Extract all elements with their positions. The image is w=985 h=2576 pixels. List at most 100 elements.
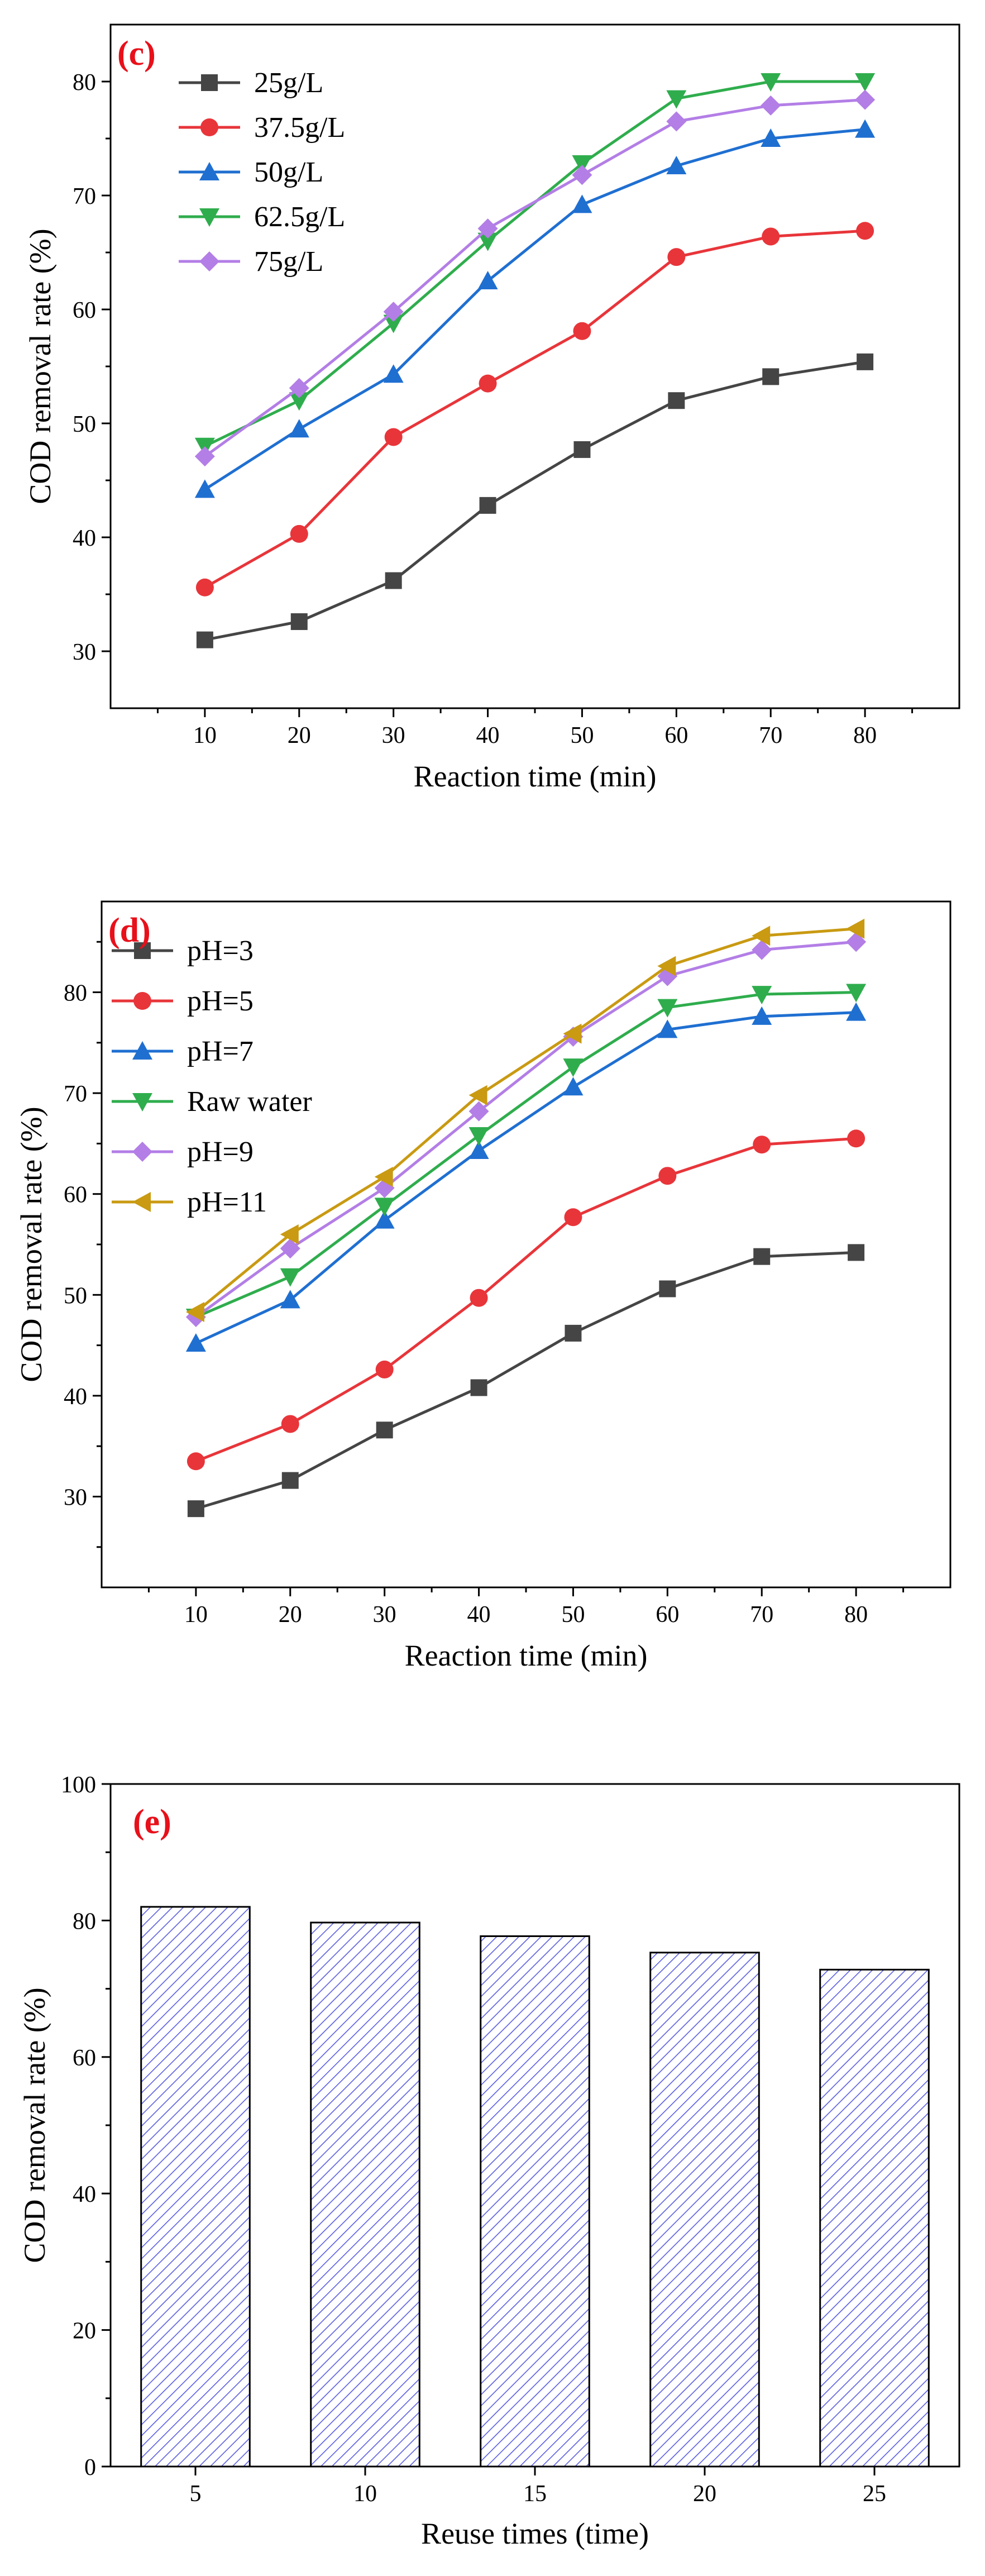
data-point-series5-0 <box>185 1301 204 1322</box>
x-axis-label: Reuse times (time) <box>421 2517 649 2550</box>
legend-marker <box>132 1142 152 1162</box>
y-tick-label: 80 <box>73 70 96 96</box>
data-point-series4-6 <box>761 95 781 116</box>
data-point-series0-1 <box>281 1472 299 1489</box>
y-tick-label: 40 <box>73 2182 96 2207</box>
x-tick-label: 20 <box>279 1602 302 1628</box>
y-axis-label: COD removal rate (%) <box>15 1106 48 1382</box>
legend-label: 62.5g/L <box>254 201 345 233</box>
data-point-series3-1 <box>289 392 309 411</box>
x-tick-label: 60 <box>664 723 688 748</box>
series-line-2 <box>204 128 866 491</box>
data-point-series2-4 <box>572 194 592 213</box>
data-point-series4-4 <box>572 165 592 185</box>
data-point-series4-3 <box>477 218 498 239</box>
panel-e-reuse-times-chart: 0 20 40 60 80 100 5 10 15 20 25 Reuse times (time) C… <box>18 1772 960 2550</box>
y-tick-label: 50 <box>64 1283 87 1309</box>
legend-label: 37.5g/L <box>254 112 345 144</box>
data-point-series3-6 <box>752 986 772 1005</box>
x-tick-label: 40 <box>476 723 500 748</box>
bar-5 <box>140 1906 251 2468</box>
data-point-series3-3 <box>468 1127 489 1146</box>
x-tick-label: 15 <box>523 2481 547 2507</box>
x-tick-label: 80 <box>844 1602 868 1628</box>
data-point-series1-1 <box>281 1415 299 1433</box>
legend-label: Raw water <box>187 1086 312 1118</box>
x-axis-label: Reaction time (min) <box>414 760 657 793</box>
data-point-series1-4 <box>573 322 591 340</box>
data-point-series4-6 <box>752 939 772 960</box>
data-point-series3-5 <box>666 90 687 109</box>
x-tick-label: 50 <box>561 1602 585 1628</box>
data-point-series4-2 <box>383 302 404 322</box>
y-tick-label: 60 <box>64 1182 87 1208</box>
data-point-series5-5 <box>657 956 676 976</box>
x-tick-label: 50 <box>570 723 594 748</box>
data-point-series0-5 <box>668 392 685 409</box>
data-point-series2-3 <box>468 1141 489 1160</box>
data-point-series1-2 <box>384 428 403 446</box>
data-point-series5-7 <box>846 918 865 939</box>
data-point-series1-2 <box>375 1360 394 1378</box>
data-point-series2-6 <box>752 1006 772 1025</box>
series-line-0 <box>204 360 866 642</box>
panel-label: (c) <box>117 35 156 73</box>
data-point-series1-6 <box>753 1136 771 1154</box>
data-point-series1-5 <box>658 1167 677 1185</box>
panel-label: (e) <box>133 1803 171 1841</box>
data-point-series4-3 <box>468 1101 489 1122</box>
data-point-series2-1 <box>280 1290 300 1309</box>
series-line-1 <box>204 229 866 589</box>
legend-marker <box>199 251 219 271</box>
data-point-series4-7 <box>855 89 876 110</box>
legend-marker <box>132 1093 152 1112</box>
data-point-series3-3 <box>477 232 498 251</box>
y-tick-label: 30 <box>73 640 96 665</box>
data-point-series2-4 <box>563 1077 584 1096</box>
series-line-2 <box>195 1011 857 1345</box>
y-axis-label: COD removal rate (%) <box>18 1987 51 2263</box>
data-point-series2-1 <box>289 419 309 438</box>
y-tick-label: 30 <box>64 1485 87 1510</box>
legend-label: 25g/L <box>254 67 323 99</box>
data-point-series3-4 <box>563 1058 584 1077</box>
legend-marker <box>132 1041 152 1060</box>
panel-c-reaction-time-chart: 10 20 30 40 50 60 70 80 30 40 50 60 70 80 Reaction tim… <box>23 23 960 793</box>
series-line-0 <box>195 1251 857 1510</box>
x-tick-label: 60 <box>656 1602 679 1628</box>
series-line-3 <box>195 991 857 1319</box>
y-tick-label: 80 <box>64 981 87 1006</box>
y-tick-label: 100 <box>61 1772 96 1798</box>
data-point-series1-7 <box>856 222 874 240</box>
x-tick-label: 70 <box>750 1602 773 1628</box>
data-point-series0-3 <box>479 497 496 514</box>
data-point-series5-1 <box>280 1224 299 1244</box>
series-line-4 <box>195 940 857 1319</box>
data-point-series3-2 <box>374 1198 395 1217</box>
data-point-series2-5 <box>666 155 687 174</box>
data-point-series2-5 <box>657 1019 678 1038</box>
data-point-series0-3 <box>470 1379 487 1396</box>
data-point-series0-7 <box>848 1244 865 1261</box>
data-point-series5-4 <box>563 1023 582 1044</box>
data-point-series4-0 <box>194 446 215 467</box>
bar-25 <box>819 1968 930 2468</box>
data-point-series0-4 <box>565 1324 582 1342</box>
data-point-series5-2 <box>374 1167 393 1187</box>
x-tick-label: 30 <box>382 723 405 748</box>
y-tick-label: 0 <box>84 2455 96 2480</box>
x-tick-label: 5 <box>190 2481 202 2507</box>
legend-marker <box>134 942 151 959</box>
data-point-series2-7 <box>846 1002 867 1021</box>
data-point-series2-7 <box>855 119 876 138</box>
y-tick-label: 70 <box>64 1081 87 1107</box>
data-point-series5-6 <box>752 926 771 946</box>
y-tick-label: 60 <box>73 298 96 323</box>
y-tick-label: 70 <box>73 184 96 209</box>
data-point-series4-1 <box>289 378 309 398</box>
data-point-series0-1 <box>290 613 308 630</box>
x-tick-label: 80 <box>853 723 877 748</box>
data-point-series1-1 <box>290 524 308 543</box>
data-point-series2-6 <box>761 128 781 147</box>
data-point-series4-1 <box>280 1238 300 1259</box>
